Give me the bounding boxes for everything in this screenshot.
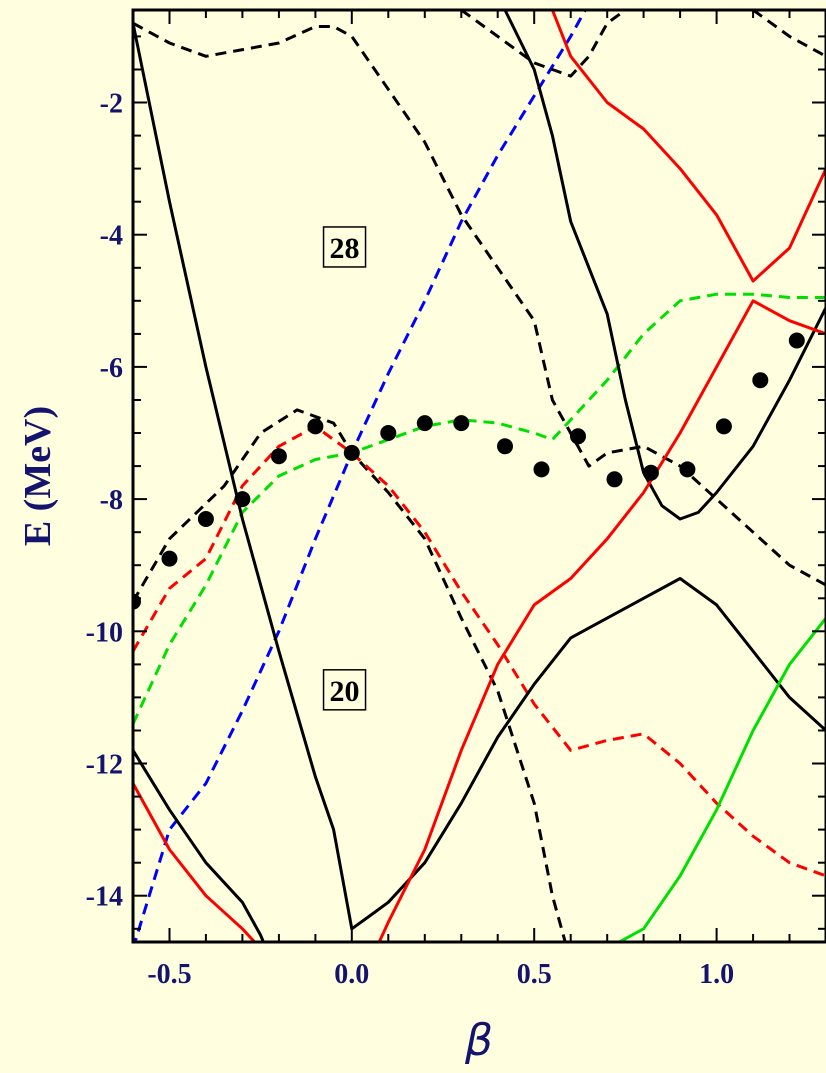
series-line-10 (133, 782, 257, 942)
data-point-15 (679, 461, 696, 478)
data-point-16 (715, 418, 732, 435)
series-line-5 (460, 10, 627, 78)
shell-label-box-1 (322, 669, 367, 711)
series-line-7 (133, 22, 826, 931)
shell-label-1: 20 (330, 675, 360, 708)
y-tick-label: -4 (100, 221, 123, 252)
data-point-9 (453, 415, 470, 432)
y-tick-label: -10 (86, 617, 123, 648)
series-line-4 (133, 21, 826, 587)
data-point-10 (497, 438, 513, 455)
marker-layer (133, 332, 805, 610)
data-point-12 (570, 428, 586, 445)
y-tick-label: -8 (100, 485, 123, 516)
data-point-4 (270, 448, 287, 465)
plot-area-background (133, 10, 826, 942)
y-tick-label: -14 (86, 882, 123, 913)
series-line-2 (133, 292, 826, 725)
data-point-6 (343, 444, 360, 461)
x-axis-title: β (464, 1015, 493, 1066)
x-tick-label: 1.0 (699, 959, 734, 990)
tick-layer: -0.5 0.0 0.5 1.0 -2 -4 -6 -8 -10 -12 -14 (86, 10, 826, 990)
series-line-0 (133, 408, 567, 942)
y-tick-label: -2 (100, 89, 123, 120)
data-point-5 (307, 418, 324, 435)
data-point-18 (788, 332, 805, 349)
annotation-layer: 28 20 (322, 226, 367, 711)
shell-label-0: 28 (330, 232, 360, 265)
series-line-6 (752, 10, 826, 58)
series-line-8 (503, 10, 826, 521)
data-point-7 (380, 425, 397, 441)
series-line-13 (616, 617, 826, 942)
data-point-14 (642, 464, 659, 481)
data-point-17 (752, 372, 769, 389)
data-point-8 (416, 415, 433, 432)
data-point-1 (161, 550, 178, 567)
plot-frame (131, 8, 826, 944)
x-tick-label: -0.5 (147, 959, 191, 990)
shell-label-box-0 (322, 226, 367, 268)
data-point-3 (234, 491, 251, 508)
x-tick-label: 0.0 (334, 959, 369, 990)
data-point-13 (606, 471, 623, 488)
data-point-11 (533, 461, 550, 478)
y-axis-title: E (MeV) (17, 406, 59, 546)
series-layer (133, 10, 826, 942)
y-tick-label: -12 (86, 750, 123, 781)
x-tick-label: 0.5 (517, 959, 552, 990)
series-line-12 (551, 10, 826, 283)
data-point-2 (197, 511, 214, 527)
y-tick-label: -6 (100, 353, 123, 384)
series-line-11 (377, 299, 826, 942)
series-line-9 (133, 749, 266, 942)
